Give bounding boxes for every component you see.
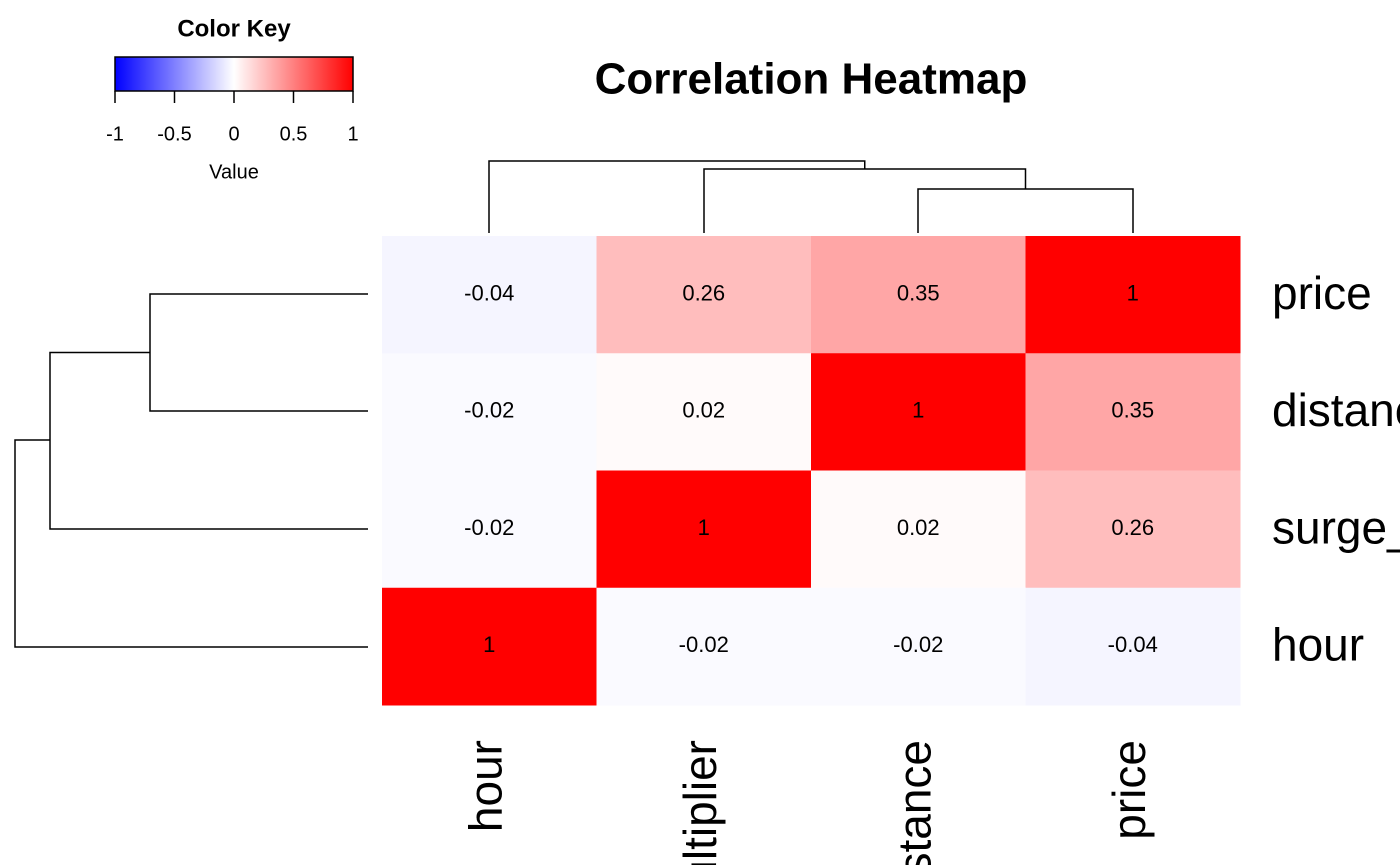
heatmap-cell <box>382 353 597 471</box>
cell-label: 0.26 <box>682 280 725 305</box>
heatmap-cell <box>596 587 812 706</box>
cell-label: -0.04 <box>464 280 514 305</box>
cell-label: 1 <box>483 632 495 657</box>
heatmap-cell <box>596 470 812 589</box>
cell-label: 1 <box>912 398 924 423</box>
y-tick-label: price <box>1272 267 1372 319</box>
x-tick-label: price <box>1103 740 1155 840</box>
heatmap-cell <box>1025 587 1241 706</box>
color-key-bar <box>114 56 354 92</box>
key-tick-label: -0.5 <box>157 123 191 145</box>
x-tick-label: distance <box>888 740 940 865</box>
key-tick-label: 0.5 <box>280 123 308 145</box>
cell-label: -0.04 <box>1108 632 1158 657</box>
heatmap-cell <box>596 353 812 471</box>
heatmap-cell <box>811 236 1026 354</box>
cell-label: -0.02 <box>464 398 514 423</box>
cell-label: 0.02 <box>682 398 725 423</box>
x-tick-label: surge_multiplier <box>674 740 726 865</box>
x-tick-label: hour <box>459 740 511 832</box>
cell-label: 0.02 <box>897 515 940 540</box>
column-dendrogram <box>488 160 1134 233</box>
cell-label: 0.35 <box>897 280 940 305</box>
heatmap-cell <box>811 470 1026 589</box>
cell-label: 1 <box>698 515 710 540</box>
cell-label: -0.02 <box>893 632 943 657</box>
row-dendrogram <box>14 293 368 648</box>
color-key-title: Color Key <box>177 15 291 42</box>
heatmap-cell <box>811 353 1026 471</box>
heatmap-cell <box>1025 470 1241 589</box>
key-tick-label: 1 <box>347 123 358 145</box>
color-key-label: Value <box>209 161 259 183</box>
key-tick-label: 0 <box>228 123 239 145</box>
heatmap-cell <box>382 470 597 589</box>
chart-title: Correlation Heatmap <box>595 55 1028 104</box>
cell-label: 1 <box>1127 280 1139 305</box>
cell-label: 0.35 <box>1111 398 1154 423</box>
heatmap-cell <box>382 236 597 354</box>
y-tick-label: hour <box>1272 619 1364 671</box>
heatmap-cell <box>596 236 812 354</box>
y-tick-label: distance <box>1272 384 1400 436</box>
cell-label: -0.02 <box>464 515 514 540</box>
cell-label: -0.02 <box>679 632 729 657</box>
heatmap-cell <box>811 587 1026 706</box>
cell-label: 0.26 <box>1111 515 1154 540</box>
heatmap-cell <box>1025 353 1241 471</box>
heatmap-cell <box>382 587 597 706</box>
key-tick-label: -1 <box>106 123 124 145</box>
y-tick-label: surge_multiplier <box>1272 501 1400 553</box>
heatmap-cell <box>1025 236 1241 354</box>
